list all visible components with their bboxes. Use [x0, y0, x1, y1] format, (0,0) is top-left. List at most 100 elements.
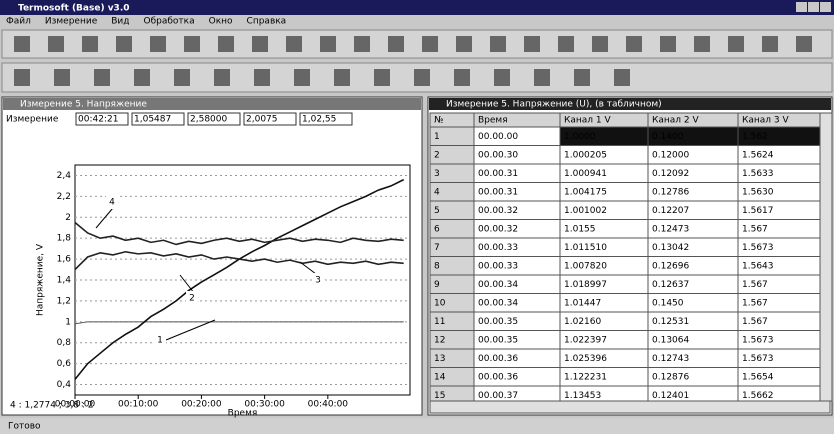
tool-button[interactable]	[82, 36, 98, 52]
tool-button[interactable]	[524, 36, 540, 52]
toolbar	[1, 29, 833, 93]
vertical-scrollbar[interactable]	[819, 112, 833, 402]
x-tick-label: 00:30:00	[244, 400, 285, 410]
cell-text: 0.12000	[652, 150, 689, 160]
menu-item[interactable]: Измерение	[45, 17, 98, 27]
status-text: Готово	[8, 422, 41, 432]
tool-button[interactable]	[694, 36, 710, 52]
cell-text: 1.5673	[742, 243, 774, 253]
y-tick-label: 1,6	[57, 255, 72, 265]
field-text: 00:42:21	[78, 115, 118, 125]
minimize-button[interactable]	[796, 2, 807, 12]
tool-button[interactable]	[414, 69, 430, 86]
x-tick-label: 00:10:00	[118, 400, 159, 410]
tool-button[interactable]	[354, 36, 370, 52]
tool-button[interactable]	[592, 36, 608, 52]
cell-text: 9	[434, 280, 440, 290]
tool-button[interactable]	[574, 69, 590, 86]
tool-button[interactable]	[796, 36, 812, 52]
tool-button[interactable]	[320, 36, 336, 52]
tool-button[interactable]	[374, 69, 390, 86]
cell-text: 1.022397	[564, 335, 607, 345]
cell-text: 1.5673	[742, 335, 774, 345]
cell-text: 1.13453	[564, 391, 601, 401]
tool-button[interactable]	[214, 69, 230, 86]
menu-item[interactable]: Обработка	[144, 17, 195, 27]
tool-button[interactable]	[626, 36, 642, 52]
field-box	[75, 112, 129, 126]
app-title: Termosoft (Base) v3.0	[18, 4, 130, 14]
cell-text: 00.00.35	[478, 317, 518, 327]
tool-button[interactable]	[728, 36, 744, 52]
tool-button[interactable]	[254, 69, 270, 86]
field-row: Измерение 00:42:21 1,05487 2,58000 2,0075 1,0…	[6, 112, 353, 126]
tool-button[interactable]	[286, 36, 302, 52]
field-text: 1,02,55	[302, 115, 336, 125]
y-tick-label: 2,2	[57, 192, 71, 202]
menu-item[interactable]: Вид	[111, 17, 129, 27]
tool-button[interactable]	[494, 69, 510, 86]
field-text: 2,58000	[190, 115, 227, 125]
tool-button[interactable]	[252, 36, 268, 52]
tool-button[interactable]	[558, 36, 574, 52]
annotation-box	[312, 273, 324, 287]
tool-button[interactable]	[614, 69, 630, 86]
tool-button[interactable]	[762, 36, 778, 52]
tool-button[interactable]	[294, 69, 310, 86]
field-text: 2,0075	[246, 115, 278, 125]
tool-button[interactable]	[184, 36, 200, 52]
maximize-button[interactable]	[808, 2, 819, 12]
cell-text: 1.01447	[564, 298, 601, 308]
column-header-text: №	[434, 116, 443, 126]
tool-button[interactable]	[456, 36, 472, 52]
cell-text: 1.5643	[742, 261, 774, 271]
horizontal-scrollbar[interactable]	[429, 400, 831, 414]
cell-text: 1.567	[742, 280, 768, 290]
column-header-text: Канал 1 V	[564, 116, 612, 126]
cell-text: 1.5662	[742, 391, 774, 401]
annotation: 3	[315, 276, 321, 286]
tool-button[interactable]	[334, 69, 350, 86]
tool-button[interactable]	[454, 69, 470, 86]
y-tick-label: 2	[65, 213, 71, 223]
tool-button[interactable]	[388, 36, 404, 52]
cell-text: 1.122231	[564, 372, 607, 382]
menu-item[interactable]: Окно	[209, 17, 233, 27]
tool-button[interactable]	[134, 69, 150, 86]
cell-text: 1.011510	[564, 243, 607, 253]
menu-item[interactable]: Файл	[6, 17, 31, 27]
cell-text: 10	[434, 298, 446, 308]
y-tick-label: 0,4	[57, 380, 72, 390]
cell-text: 1.5654	[742, 372, 774, 382]
cell-text: 0.12786	[652, 187, 689, 197]
tool-button[interactable]	[14, 69, 30, 86]
tool-button[interactable]	[218, 36, 234, 52]
cell-text: 1.02160	[564, 317, 601, 327]
cell-text: 1.004175	[564, 187, 607, 197]
tool-button[interactable]	[174, 69, 190, 86]
y-tick-label: 1,2	[57, 296, 71, 306]
tool-button[interactable]	[422, 36, 438, 52]
tool-button[interactable]	[150, 36, 166, 52]
cell-text: 00.00.33	[478, 243, 518, 253]
cell-text: 1.000941	[564, 169, 607, 179]
menu-item[interactable]: Справка	[247, 17, 287, 27]
annotation: 1	[157, 336, 163, 346]
cursor-readout: 4 : 1,2774 ; 3,8 : 2	[10, 401, 94, 411]
tool-button[interactable]	[660, 36, 676, 52]
cell-text: 0.13042	[652, 243, 689, 253]
tool-button[interactable]	[94, 69, 110, 86]
tool-button[interactable]	[14, 36, 30, 52]
tool-button[interactable]	[534, 69, 550, 86]
close-button[interactable]	[820, 2, 831, 12]
table-window-title-bar	[429, 98, 831, 110]
tool-button[interactable]	[48, 36, 64, 52]
tool-button[interactable]	[490, 36, 506, 52]
x-tick-label: 00:20:00	[181, 400, 222, 410]
tool-button[interactable]	[116, 36, 132, 52]
cell-text: 1.0000	[564, 132, 596, 142]
cell-text: 4	[434, 187, 440, 197]
table: № Время Канал 1 V Канал 2 V Канал 3 V 1 00.00.…	[429, 112, 833, 405]
tool-button[interactable]	[54, 69, 70, 86]
